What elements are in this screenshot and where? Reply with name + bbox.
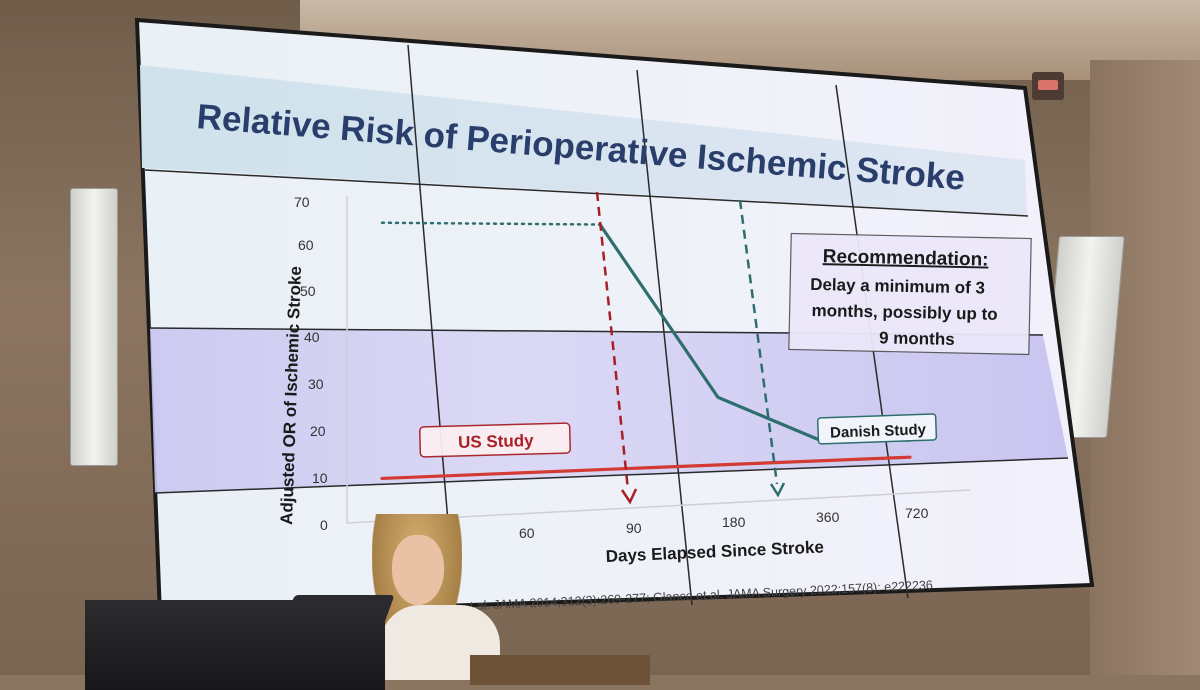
recommendation-line-1: Delay a minimum of 3 [810, 275, 985, 298]
y-tick-0: 0 [320, 517, 328, 533]
recommendation-heading: Recommendation: [823, 246, 989, 270]
left-speaker [70, 188, 118, 466]
title-band [140, 65, 1027, 215]
y-tick-40: 40 [304, 329, 320, 345]
chart-frame [346, 196, 971, 524]
recommendation-box: Recommendation: Delay a minimum of 3 mon… [788, 232, 1032, 356]
us-study-arrow-icon [620, 488, 638, 505]
podium [470, 655, 650, 685]
x-tick-90: 90 [626, 520, 642, 536]
y-tick-60: 60 [298, 237, 314, 253]
y-tick-20: 20 [310, 423, 326, 439]
danish-study-box: Danish Study [816, 413, 938, 445]
presenter-face [392, 535, 444, 605]
us-study-marker-line [595, 191, 630, 491]
markers [595, 191, 786, 505]
x-tick-360: 360 [816, 509, 840, 525]
x-tick-180: 180 [722, 514, 746, 530]
us-study-box: US Study [418, 422, 572, 458]
x-tick-720: 720 [905, 505, 929, 521]
series-line-danish-study-dotted [380, 221, 602, 226]
recommendation-line-2: months, possibly up to [811, 301, 997, 324]
danish-study-arrow-icon [769, 482, 786, 498]
podium-monitor [85, 600, 385, 690]
exit-sign-icon [1032, 72, 1064, 100]
y-tick-70: 70 [294, 194, 310, 210]
y-tick-50: 50 [300, 283, 316, 299]
danish-study-marker-line [738, 199, 779, 485]
danish-study-label: Danish Study [830, 421, 927, 441]
recommendation-line-3: 9 months [879, 328, 955, 349]
us-study-label: US Study [458, 431, 535, 452]
projection-screen: Relative Risk of Perioperative Ischemic … [134, 17, 1095, 618]
y-ticks: 0 10 20 30 40 50 60 70 [294, 194, 328, 533]
y-tick-30: 30 [308, 376, 324, 392]
x-ticks: 60 90 180 360 720 [519, 505, 929, 541]
series-line-us-study-solid [380, 455, 912, 481]
purple-band [150, 328, 1068, 493]
y-tick-10: 10 [312, 470, 328, 486]
x-tick-60: 60 [519, 525, 535, 541]
